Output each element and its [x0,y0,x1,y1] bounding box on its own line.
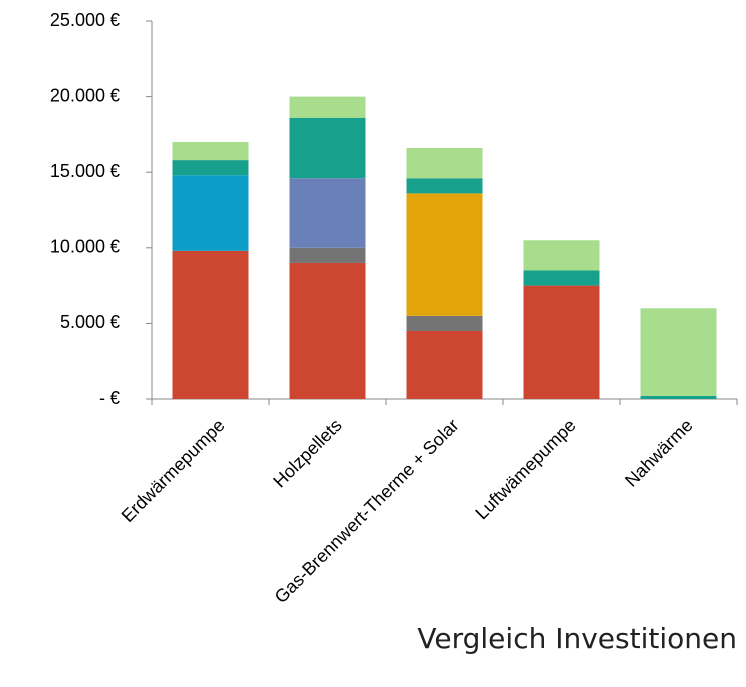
bar-segment [640,308,717,396]
y-tick-label: 10.000 € [50,237,120,257]
bar-segment [640,395,717,399]
bar-segment [172,250,249,399]
x-tick-label: Luftwämepumpe [471,415,579,523]
bar-segment [289,262,366,399]
bar-segment [406,315,483,331]
bar-segment [406,178,483,194]
bar-segment [523,240,600,271]
y-tick-label: 15.000 € [50,161,120,181]
x-tick-label: Gas-Brennwert-Therme + Solar [271,415,463,607]
bar-segment [406,193,483,316]
bar-segment [406,148,483,179]
bar-segment [172,160,249,176]
y-tick-label: - € [99,388,120,408]
bar-segment [172,175,249,251]
bar-segment [406,330,483,399]
bar-segment [289,96,366,118]
x-tick-label: Nahwärme [621,415,697,491]
bar-segment [289,117,366,179]
bar-segment [172,141,249,161]
bar-segment [523,270,600,286]
y-tick-label: 5.000 € [60,312,120,332]
chart-title: Vergleich Investitionen [417,622,737,655]
x-tick-label: Holzpellets [269,415,345,491]
y-tick-label: 25.000 € [50,10,120,30]
bar-segment [289,178,366,248]
x-tick-label: Erdwärmepumpe [118,415,229,526]
bar-segment [289,247,366,263]
y-tick-label: 20.000 € [50,85,120,105]
bar-segment [523,285,600,399]
